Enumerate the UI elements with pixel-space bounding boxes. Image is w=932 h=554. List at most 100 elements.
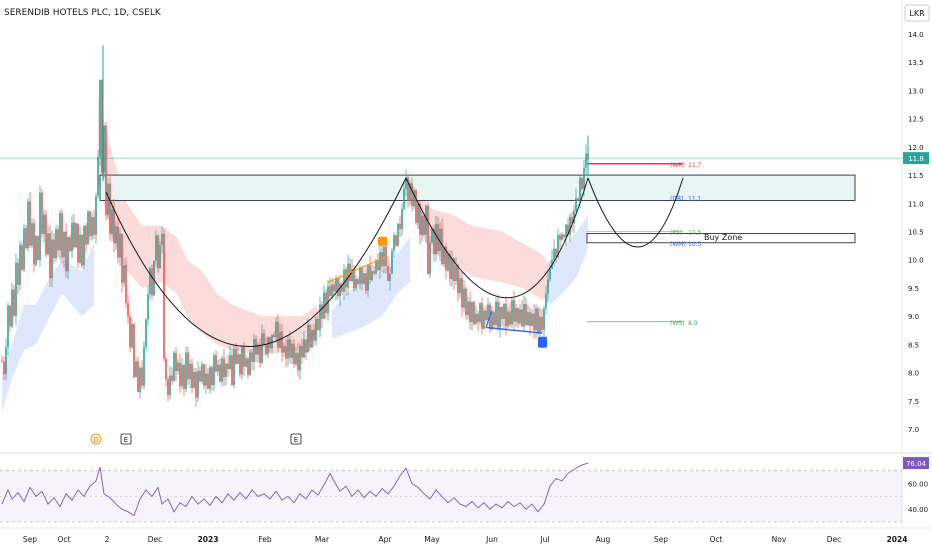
candle-body xyxy=(283,346,285,353)
candle-body xyxy=(303,339,305,358)
candle-body xyxy=(305,339,307,353)
candle-body xyxy=(321,304,323,319)
time-tick-label: Jul xyxy=(539,535,549,544)
patterns-layer xyxy=(105,177,684,348)
candle-body xyxy=(413,190,415,207)
candle-body xyxy=(327,286,329,314)
candle-body xyxy=(129,316,131,348)
time-tick-label: Oct xyxy=(58,535,71,544)
candle-body xyxy=(359,267,361,285)
buy-zone-label: Buy Zone xyxy=(704,233,742,242)
candle-body xyxy=(11,289,13,327)
candle-body xyxy=(189,363,191,380)
earnings-marker-1[interactable] xyxy=(120,433,132,445)
candle-body xyxy=(483,310,485,329)
candle-body xyxy=(365,273,367,291)
candle-body xyxy=(97,156,99,197)
level-value: 11.1 xyxy=(688,196,702,203)
candle-body xyxy=(461,278,463,308)
candle-body xyxy=(411,183,413,207)
candle-body xyxy=(353,269,355,289)
candle-body xyxy=(69,237,71,252)
blue-flag-badge[interactable] xyxy=(538,336,547,348)
candle-body xyxy=(565,224,567,238)
candle-body xyxy=(223,358,225,378)
candle-body xyxy=(157,235,159,269)
candle-body xyxy=(385,246,387,267)
candle-body xyxy=(203,364,205,386)
time-tick-label: Aug xyxy=(596,535,611,544)
candle-body xyxy=(299,346,301,371)
price-tick-label: 14.0 xyxy=(908,31,924,39)
candle-body xyxy=(149,268,151,295)
candle-body xyxy=(295,352,297,365)
candle-body xyxy=(111,208,113,235)
candle-body xyxy=(165,358,167,380)
candle-body xyxy=(221,358,223,382)
price-tick-label: 8.5 xyxy=(908,341,919,349)
time-tick-label: Mar xyxy=(315,535,330,544)
candle-body xyxy=(61,212,63,258)
resistance-zone[interactable] xyxy=(99,174,856,201)
level-tag: (WR) xyxy=(670,162,685,169)
candle-body xyxy=(243,347,245,367)
candle-body xyxy=(21,244,23,270)
candle-body xyxy=(447,253,449,271)
candle-body xyxy=(471,301,473,322)
candle-body xyxy=(1,361,3,363)
candle-body xyxy=(225,363,227,378)
candle-body xyxy=(105,125,107,215)
candle-body xyxy=(125,264,127,304)
dividend-marker[interactable] xyxy=(90,433,102,445)
candle-body xyxy=(113,208,115,244)
candle-body xyxy=(501,307,503,319)
candle-body xyxy=(401,209,403,230)
earnings-marker-2[interactable] xyxy=(290,433,302,445)
candle-body xyxy=(301,346,303,358)
candle-body xyxy=(529,312,531,326)
candle-body xyxy=(281,331,283,353)
candle-body xyxy=(417,203,419,223)
candle-body xyxy=(325,292,327,314)
candle-body xyxy=(117,226,119,258)
candle-body xyxy=(453,258,455,281)
candle-body xyxy=(351,269,353,282)
candle-body xyxy=(403,189,405,210)
candle-body xyxy=(67,237,69,272)
candle-body xyxy=(263,333,265,345)
candle-body xyxy=(159,244,161,269)
candle-body xyxy=(185,352,187,389)
candle-body xyxy=(49,233,51,279)
candle-body xyxy=(289,339,291,358)
candle-body xyxy=(577,198,579,201)
candle-body xyxy=(73,222,75,248)
candle-body xyxy=(267,337,269,354)
orange-flag-badge[interactable] xyxy=(378,236,387,246)
candle-body xyxy=(405,177,407,190)
candle-body xyxy=(91,217,93,237)
candle-body xyxy=(155,235,157,261)
candle-body xyxy=(169,375,171,396)
candle-body xyxy=(13,289,15,316)
candle-body xyxy=(443,246,445,265)
currency-badge[interactable] xyxy=(904,4,930,22)
candle-body xyxy=(407,177,409,202)
candle-body xyxy=(115,226,117,244)
candle-body xyxy=(361,267,363,284)
candle-body xyxy=(449,253,451,280)
price-tick-label: 13.0 xyxy=(908,87,924,95)
level-tag: (WM) xyxy=(670,241,686,248)
candle-body xyxy=(515,308,517,322)
buy-zone[interactable] xyxy=(586,233,856,244)
time-axis: Sep Oct 2 Dec 2023 Feb Mar Apr May Jun Jul Aug Sep Oc… xyxy=(23,535,908,544)
orange-trendline xyxy=(327,256,387,283)
candle-body xyxy=(537,308,539,334)
candle-body xyxy=(423,215,425,235)
time-tick-label: Nov xyxy=(772,535,787,544)
time-tick-label: Dec xyxy=(827,535,842,544)
candle-body xyxy=(229,355,231,370)
candle-body xyxy=(439,228,441,252)
candle-body xyxy=(383,246,385,267)
candle-body xyxy=(479,303,481,322)
